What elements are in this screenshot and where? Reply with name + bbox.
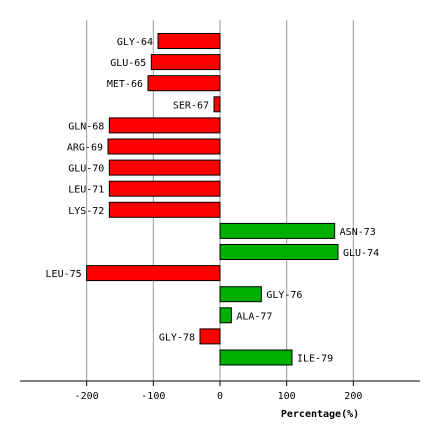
- bar: [147, 75, 221, 92]
- bar-label: GLU-65: [110, 58, 146, 69]
- bar: [107, 138, 221, 155]
- x-axis: -200 -100 0 100 200: [20, 380, 420, 402]
- bar: [150, 54, 221, 71]
- bar-label: ILE-79: [297, 354, 333, 365]
- bars: GLY-64 GLU-65 MET-66 SER-67 GLN-68 ARG-69 GLU-…: [46, 33, 379, 366]
- bar-label: LYS-72: [68, 206, 104, 217]
- bar: [108, 117, 221, 134]
- bar-label: ASN-73: [340, 227, 376, 238]
- bar: [213, 96, 221, 113]
- bar-label: GLN-68: [68, 121, 104, 132]
- bar: [157, 33, 221, 49]
- bar-label: GLY-78: [159, 332, 195, 343]
- bar: [108, 180, 221, 197]
- bar: [199, 328, 221, 345]
- bar-label: LEU-75: [46, 269, 82, 280]
- bar-label: GLY-64: [117, 37, 153, 48]
- grid-lines: [86, 20, 354, 381]
- bar: [219, 349, 293, 366]
- bar: [219, 307, 232, 324]
- bar-label: LEU-71: [68, 185, 104, 196]
- x-tick-label: -100: [141, 391, 165, 402]
- x-axis-title: Percentage(%): [281, 409, 359, 420]
- bar-label: MET-66: [107, 79, 143, 90]
- x-tick-label: 200: [344, 391, 362, 402]
- bar-label: GLU-74: [343, 248, 379, 259]
- bar: [108, 201, 221, 218]
- x-tick-label: 100: [278, 391, 296, 402]
- bar-label: SER-67: [173, 100, 209, 111]
- x-tick-label: -200: [75, 391, 99, 402]
- bar-label: GLU-70: [68, 164, 104, 175]
- bar: [86, 265, 221, 282]
- bar: [219, 244, 339, 260]
- bar-label: GLY-76: [266, 290, 302, 301]
- bar: [219, 286, 262, 303]
- x-tick-label: 0: [217, 391, 223, 402]
- bar-label: ALA-77: [236, 311, 272, 322]
- bar: [108, 159, 221, 176]
- bar-label: ARG-69: [67, 143, 103, 154]
- bar: [219, 222, 336, 239]
